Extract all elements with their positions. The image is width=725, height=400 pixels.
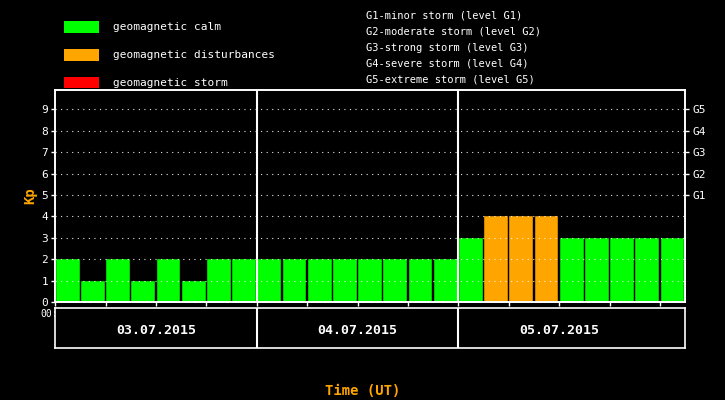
Bar	[484, 216, 508, 302]
Text: G4-severe storm (level G4): G4-severe storm (level G4)	[366, 59, 529, 69]
Bar	[333, 259, 357, 302]
Bar	[131, 280, 155, 302]
Text: 05.07.2015: 05.07.2015	[519, 324, 599, 336]
Text: G1-minor storm (level G1): G1-minor storm (level G1)	[366, 11, 522, 21]
Text: G2-moderate storm (level G2): G2-moderate storm (level G2)	[366, 27, 541, 37]
Bar	[534, 216, 558, 302]
Bar	[257, 259, 281, 302]
Bar	[459, 238, 483, 302]
Text: 03.07.2015: 03.07.2015	[116, 324, 196, 336]
Bar	[64, 77, 99, 89]
Bar	[560, 238, 584, 302]
Bar	[409, 259, 433, 302]
Bar	[182, 280, 206, 302]
Bar	[283, 259, 307, 302]
Text: G3-strong storm (level G3): G3-strong storm (level G3)	[366, 43, 529, 53]
Bar	[106, 259, 130, 302]
Text: 04.07.2015: 04.07.2015	[318, 324, 397, 336]
Bar	[232, 259, 256, 302]
Bar	[585, 238, 609, 302]
Bar	[434, 259, 457, 302]
Bar	[660, 238, 684, 302]
Bar	[64, 49, 99, 61]
Bar	[358, 259, 382, 302]
Bar	[81, 280, 105, 302]
Bar	[610, 238, 634, 302]
Text: G5-extreme storm (level G5): G5-extreme storm (level G5)	[366, 75, 534, 85]
Bar	[307, 259, 331, 302]
Text: Time (UT): Time (UT)	[325, 384, 400, 398]
Bar	[510, 216, 534, 302]
Bar	[207, 259, 231, 302]
Text: geomagnetic calm: geomagnetic calm	[113, 22, 221, 32]
Bar	[56, 259, 80, 302]
Text: geomagnetic disturbances: geomagnetic disturbances	[113, 50, 275, 60]
Bar	[384, 259, 407, 302]
Bar	[157, 259, 181, 302]
Bar	[635, 238, 659, 302]
Text: geomagnetic storm: geomagnetic storm	[113, 78, 228, 88]
Bar	[64, 21, 99, 33]
Y-axis label: Kp: Kp	[23, 188, 37, 204]
